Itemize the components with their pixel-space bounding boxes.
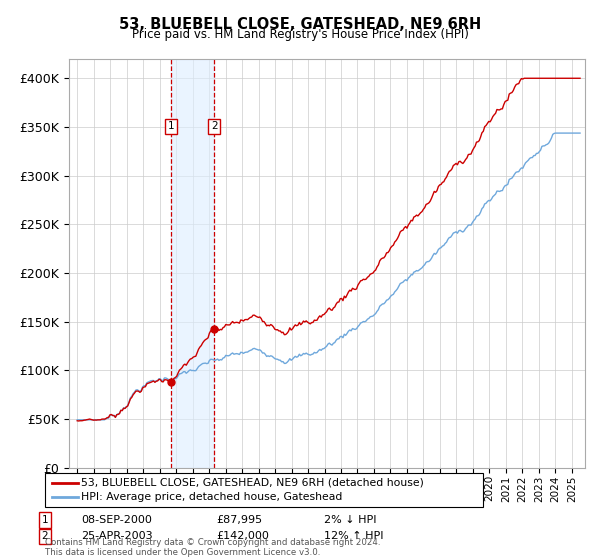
Text: 53, BLUEBELL CLOSE, GATESHEAD, NE9 6RH (detached house): 53, BLUEBELL CLOSE, GATESHEAD, NE9 6RH (… — [81, 478, 424, 488]
Text: 2: 2 — [211, 122, 218, 131]
Text: 2: 2 — [41, 531, 49, 542]
Text: 08-SEP-2000: 08-SEP-2000 — [81, 515, 152, 525]
Bar — [171, 59, 214, 468]
Text: 1: 1 — [168, 122, 175, 131]
Text: 12% ↑ HPI: 12% ↑ HPI — [324, 531, 383, 542]
Text: HPI: Average price, detached house, Gateshead: HPI: Average price, detached house, Gate… — [81, 492, 343, 502]
Text: £142,000: £142,000 — [216, 531, 269, 542]
Text: 2% ↓ HPI: 2% ↓ HPI — [324, 515, 377, 525]
Text: Contains HM Land Registry data © Crown copyright and database right 2024.
This d: Contains HM Land Registry data © Crown c… — [45, 538, 380, 557]
Text: £87,995: £87,995 — [216, 515, 262, 525]
Text: Price paid vs. HM Land Registry's House Price Index (HPI): Price paid vs. HM Land Registry's House … — [131, 28, 469, 41]
Text: 53, BLUEBELL CLOSE, GATESHEAD, NE9 6RH: 53, BLUEBELL CLOSE, GATESHEAD, NE9 6RH — [119, 17, 481, 32]
Text: 1: 1 — [41, 515, 49, 525]
Text: 25-APR-2003: 25-APR-2003 — [81, 531, 152, 542]
